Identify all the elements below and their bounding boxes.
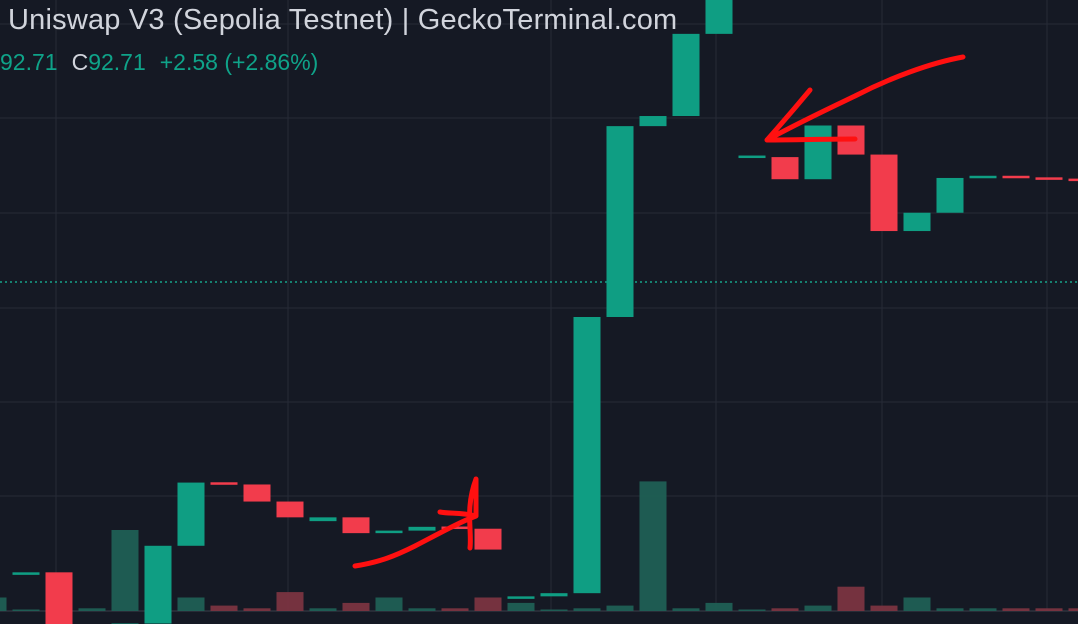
volume-bar — [441, 608, 469, 611]
candle[interactable] — [606, 126, 634, 317]
candle[interactable] — [804, 125, 832, 180]
volume-bar — [375, 597, 403, 611]
volume-bar — [408, 608, 436, 611]
candle[interactable] — [738, 155, 766, 159]
candle[interactable] — [507, 596, 535, 599]
candle[interactable] — [540, 593, 568, 597]
candle[interactable] — [210, 482, 238, 485]
volume-bar — [903, 597, 931, 611]
volume-bar — [1035, 608, 1063, 611]
candle[interactable] — [342, 517, 370, 534]
chart-title: Uniswap V3 (Sepolia Testnet) | GeckoTerm… — [8, 4, 678, 36]
candle[interactable] — [1068, 178, 1078, 182]
candle[interactable] — [243, 484, 271, 502]
candle[interactable] — [705, 0, 733, 34]
candle[interactable] — [672, 33, 700, 117]
volume-bar — [969, 608, 997, 611]
volume-bar — [276, 592, 304, 611]
volume-bar — [573, 608, 601, 611]
candle[interactable] — [639, 116, 667, 127]
volume-bar — [177, 597, 205, 611]
volume-bar — [771, 608, 799, 611]
close-value: 92.71 — [88, 49, 146, 75]
candle[interactable] — [903, 212, 931, 232]
volume-bar — [540, 609, 568, 611]
annotations — [352, 54, 966, 569]
low-value: 92.71 — [0, 49, 58, 75]
candle[interactable] — [12, 572, 40, 575]
volume-bar — [804, 605, 832, 611]
candle[interactable] — [309, 517, 337, 522]
volume-bar — [936, 608, 964, 611]
candle[interactable] — [936, 177, 964, 213]
volume-bar — [705, 602, 733, 611]
annotation-arrow-upper — [764, 54, 966, 143]
volume-bar — [210, 605, 238, 611]
candle[interactable] — [144, 545, 172, 624]
candle[interactable] — [573, 317, 601, 594]
volume-bar — [1002, 608, 1030, 611]
candle[interactable] — [474, 528, 502, 550]
volume-bar — [837, 586, 865, 611]
volume-bar — [606, 605, 634, 611]
volume-bar — [111, 530, 139, 611]
candle[interactable] — [1035, 177, 1063, 180]
volume-bar — [672, 608, 700, 611]
ohlc-legend: 92.71 C92.71 +2.58 (+2.86%) — [0, 49, 318, 76]
candle[interactable] — [45, 572, 73, 624]
candle[interactable] — [969, 175, 997, 179]
volume-bar — [474, 597, 502, 611]
volume-bar — [78, 608, 106, 611]
volume-bar — [507, 602, 535, 611]
close-label: C — [71, 49, 89, 75]
volume-bar — [12, 609, 40, 611]
volume-bar — [870, 605, 898, 611]
volume-bar — [342, 602, 370, 611]
volume-bar — [639, 481, 667, 611]
annotation-arrow-lower — [352, 476, 479, 569]
candle[interactable] — [276, 501, 304, 518]
volume-bar — [0, 597, 7, 611]
candle[interactable] — [870, 154, 898, 232]
candle[interactable] — [177, 482, 205, 546]
volume-bar — [1068, 608, 1078, 611]
volume-bar — [309, 608, 337, 611]
volume-bar — [243, 608, 271, 611]
candle[interactable] — [1002, 175, 1030, 179]
candle[interactable] — [771, 157, 799, 180]
candle[interactable] — [375, 530, 403, 534]
volume-bar — [738, 609, 766, 611]
candle[interactable] — [408, 526, 436, 531]
price-change: +2.58 (+2.86%) — [159, 49, 319, 75]
